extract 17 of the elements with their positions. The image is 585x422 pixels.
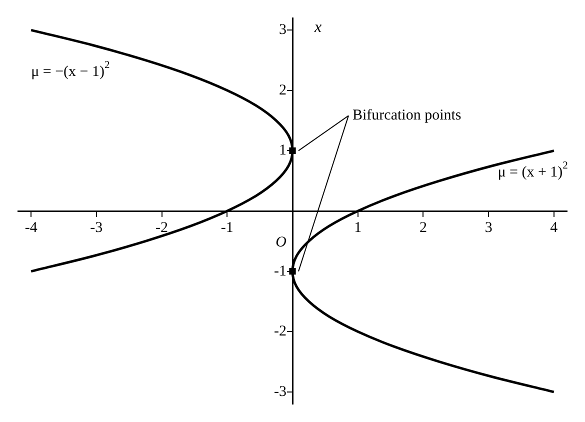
y-tick-label: -2 [274,324,286,340]
annotation: O [276,234,287,250]
x-tick-label: 1 [354,220,362,236]
y-tick-label: 1 [279,142,286,159]
x-tick-label: -4 [24,220,38,236]
x-tick-label: -2 [156,220,168,236]
y-axis-title: x [314,19,322,36]
x-tick-label: -3 [90,220,103,236]
x-tick-label: 4 [550,220,558,236]
y-tick-label: -3 [274,384,286,400]
x-tick-label: -1 [220,220,234,236]
y-tick-label: 3 [279,22,286,38]
x-tick-label: 2 [419,220,427,236]
y-tick-label: 2 [279,82,286,98]
x-tick-label: 3 [484,220,492,236]
y-tick-label: -1 [274,263,286,280]
annotation: Bifurcation points [352,108,462,124]
